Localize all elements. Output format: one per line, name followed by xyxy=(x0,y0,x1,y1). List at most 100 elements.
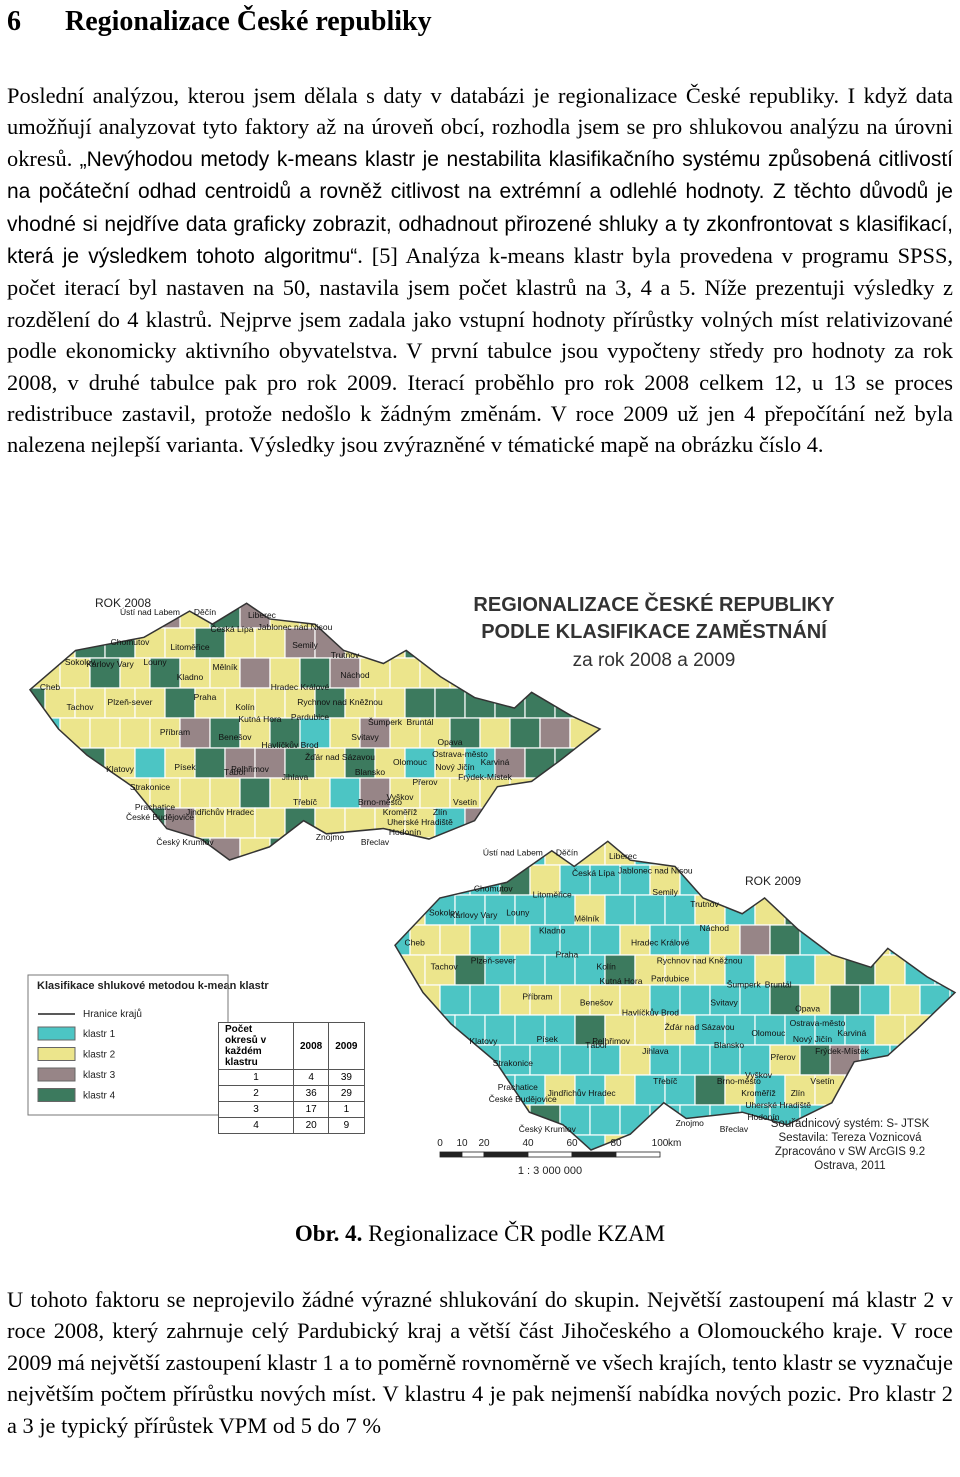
district-area xyxy=(874,954,906,986)
district-area xyxy=(889,984,921,1016)
district-label: Blansko xyxy=(714,1040,745,1050)
district-area xyxy=(574,841,606,866)
district-label: Brno-město xyxy=(358,797,402,807)
district-area xyxy=(359,777,391,809)
district-area xyxy=(724,841,756,866)
district-label: Karlovy Vary xyxy=(450,910,498,920)
district-area xyxy=(584,687,600,719)
scale-tick-label: 60 xyxy=(566,1138,578,1149)
district-area xyxy=(784,1074,816,1106)
district-area xyxy=(949,1104,955,1136)
district-label: Jablonec nad Nisou xyxy=(258,622,333,632)
district-label: Přerov xyxy=(412,777,438,787)
district-area xyxy=(634,841,666,866)
district-area xyxy=(874,1074,906,1106)
district-area xyxy=(404,807,436,839)
district-label: Třebíč xyxy=(653,1076,678,1086)
scale-tick-label: 40 xyxy=(522,1138,534,1149)
district-label: Kutná Hora xyxy=(599,976,642,986)
district-area xyxy=(484,1014,516,1046)
district-area xyxy=(649,984,681,1016)
district-area xyxy=(499,924,531,956)
district-label: Hradec Králové xyxy=(631,938,690,948)
district-area xyxy=(934,1134,955,1150)
district-label: Uherské Hradiště xyxy=(745,1100,811,1110)
district-area xyxy=(724,894,756,926)
district-area xyxy=(784,841,816,866)
district-label: Náchod xyxy=(700,923,730,933)
district-area xyxy=(539,657,571,689)
district-label: Břeclav xyxy=(720,1124,749,1134)
district-area xyxy=(589,1044,621,1076)
district-area xyxy=(679,1044,711,1076)
district-area xyxy=(359,603,391,629)
district-label: Karlovy Vary xyxy=(86,659,134,669)
district-label: Prachatice xyxy=(498,1082,538,1092)
district-label: Havlíčkův Brod xyxy=(261,740,318,750)
district-area xyxy=(604,894,636,926)
district-area xyxy=(904,894,936,926)
district-area xyxy=(409,1044,441,1076)
district-area xyxy=(859,984,891,1016)
district-label: Hradec Králové xyxy=(271,682,330,692)
district-area xyxy=(479,717,511,749)
year-label: ROK 2009 xyxy=(745,874,801,888)
district-area xyxy=(454,841,486,866)
district-area xyxy=(30,603,61,629)
district-area xyxy=(419,777,451,809)
district-area xyxy=(454,894,486,926)
district-area xyxy=(224,747,256,779)
district-label: Frýdek-Místek xyxy=(458,772,513,782)
district-area xyxy=(569,777,600,809)
district-label: Bruntál xyxy=(407,717,434,727)
district-area xyxy=(934,894,955,926)
text: Poslední analýzou, kterou jsem dělala s … xyxy=(7,83,953,171)
district-area xyxy=(44,807,76,839)
district-area xyxy=(395,1134,396,1150)
district-area xyxy=(424,1074,456,1106)
district-label: Svitavy xyxy=(351,732,379,742)
district-area xyxy=(59,777,91,809)
district-area xyxy=(149,657,181,689)
district-area xyxy=(694,841,726,866)
district-label: Uherské Hradiště xyxy=(387,817,453,827)
district-label: Liberec xyxy=(609,851,638,861)
district-area xyxy=(74,627,106,659)
district-area xyxy=(904,1074,936,1106)
district-label: Plzeň-sever xyxy=(471,956,516,966)
district-area xyxy=(314,687,346,719)
district-area xyxy=(574,894,606,926)
district-label: Znojmo xyxy=(676,1118,705,1128)
district-area xyxy=(395,1044,411,1076)
district-area xyxy=(419,603,451,629)
district-label: Žďár nad Sázavou xyxy=(665,1022,735,1032)
district-area xyxy=(479,777,511,809)
district-area xyxy=(904,841,936,866)
district-label: Kolín xyxy=(235,702,255,712)
district-area xyxy=(529,1044,561,1076)
district-area xyxy=(449,837,481,861)
district-area xyxy=(409,984,441,1016)
district-area xyxy=(454,954,486,986)
district-area xyxy=(439,924,471,956)
caption: Obr. 4. Regionalizace ČR podle KZAM xyxy=(0,1221,960,1247)
district-label: Nový Jičín xyxy=(793,1034,832,1044)
district-area xyxy=(544,1074,576,1106)
district-label: Tábor xyxy=(585,1040,607,1050)
district-label: Ústí nad Labem xyxy=(483,847,543,857)
district-area xyxy=(724,1134,756,1150)
district-area xyxy=(874,841,906,866)
figure: Ústí nad Labem Děčín Česká Lípa Liberec Jabl… xyxy=(0,580,960,1215)
district-area xyxy=(799,1044,831,1076)
district-area xyxy=(74,807,106,839)
district-area xyxy=(679,924,711,956)
district-label: Praha xyxy=(556,950,579,960)
credit: Sestavila: Tereza Voznicová xyxy=(779,1132,923,1144)
district-label: Mělník xyxy=(212,662,238,672)
district-area xyxy=(754,841,786,866)
district-label: Pelhřimov xyxy=(592,1036,631,1046)
district-label: Jablonec nad Nisou xyxy=(618,865,693,875)
district-area xyxy=(769,984,801,1016)
district-area xyxy=(449,777,481,809)
scale-segment xyxy=(439,1151,463,1158)
